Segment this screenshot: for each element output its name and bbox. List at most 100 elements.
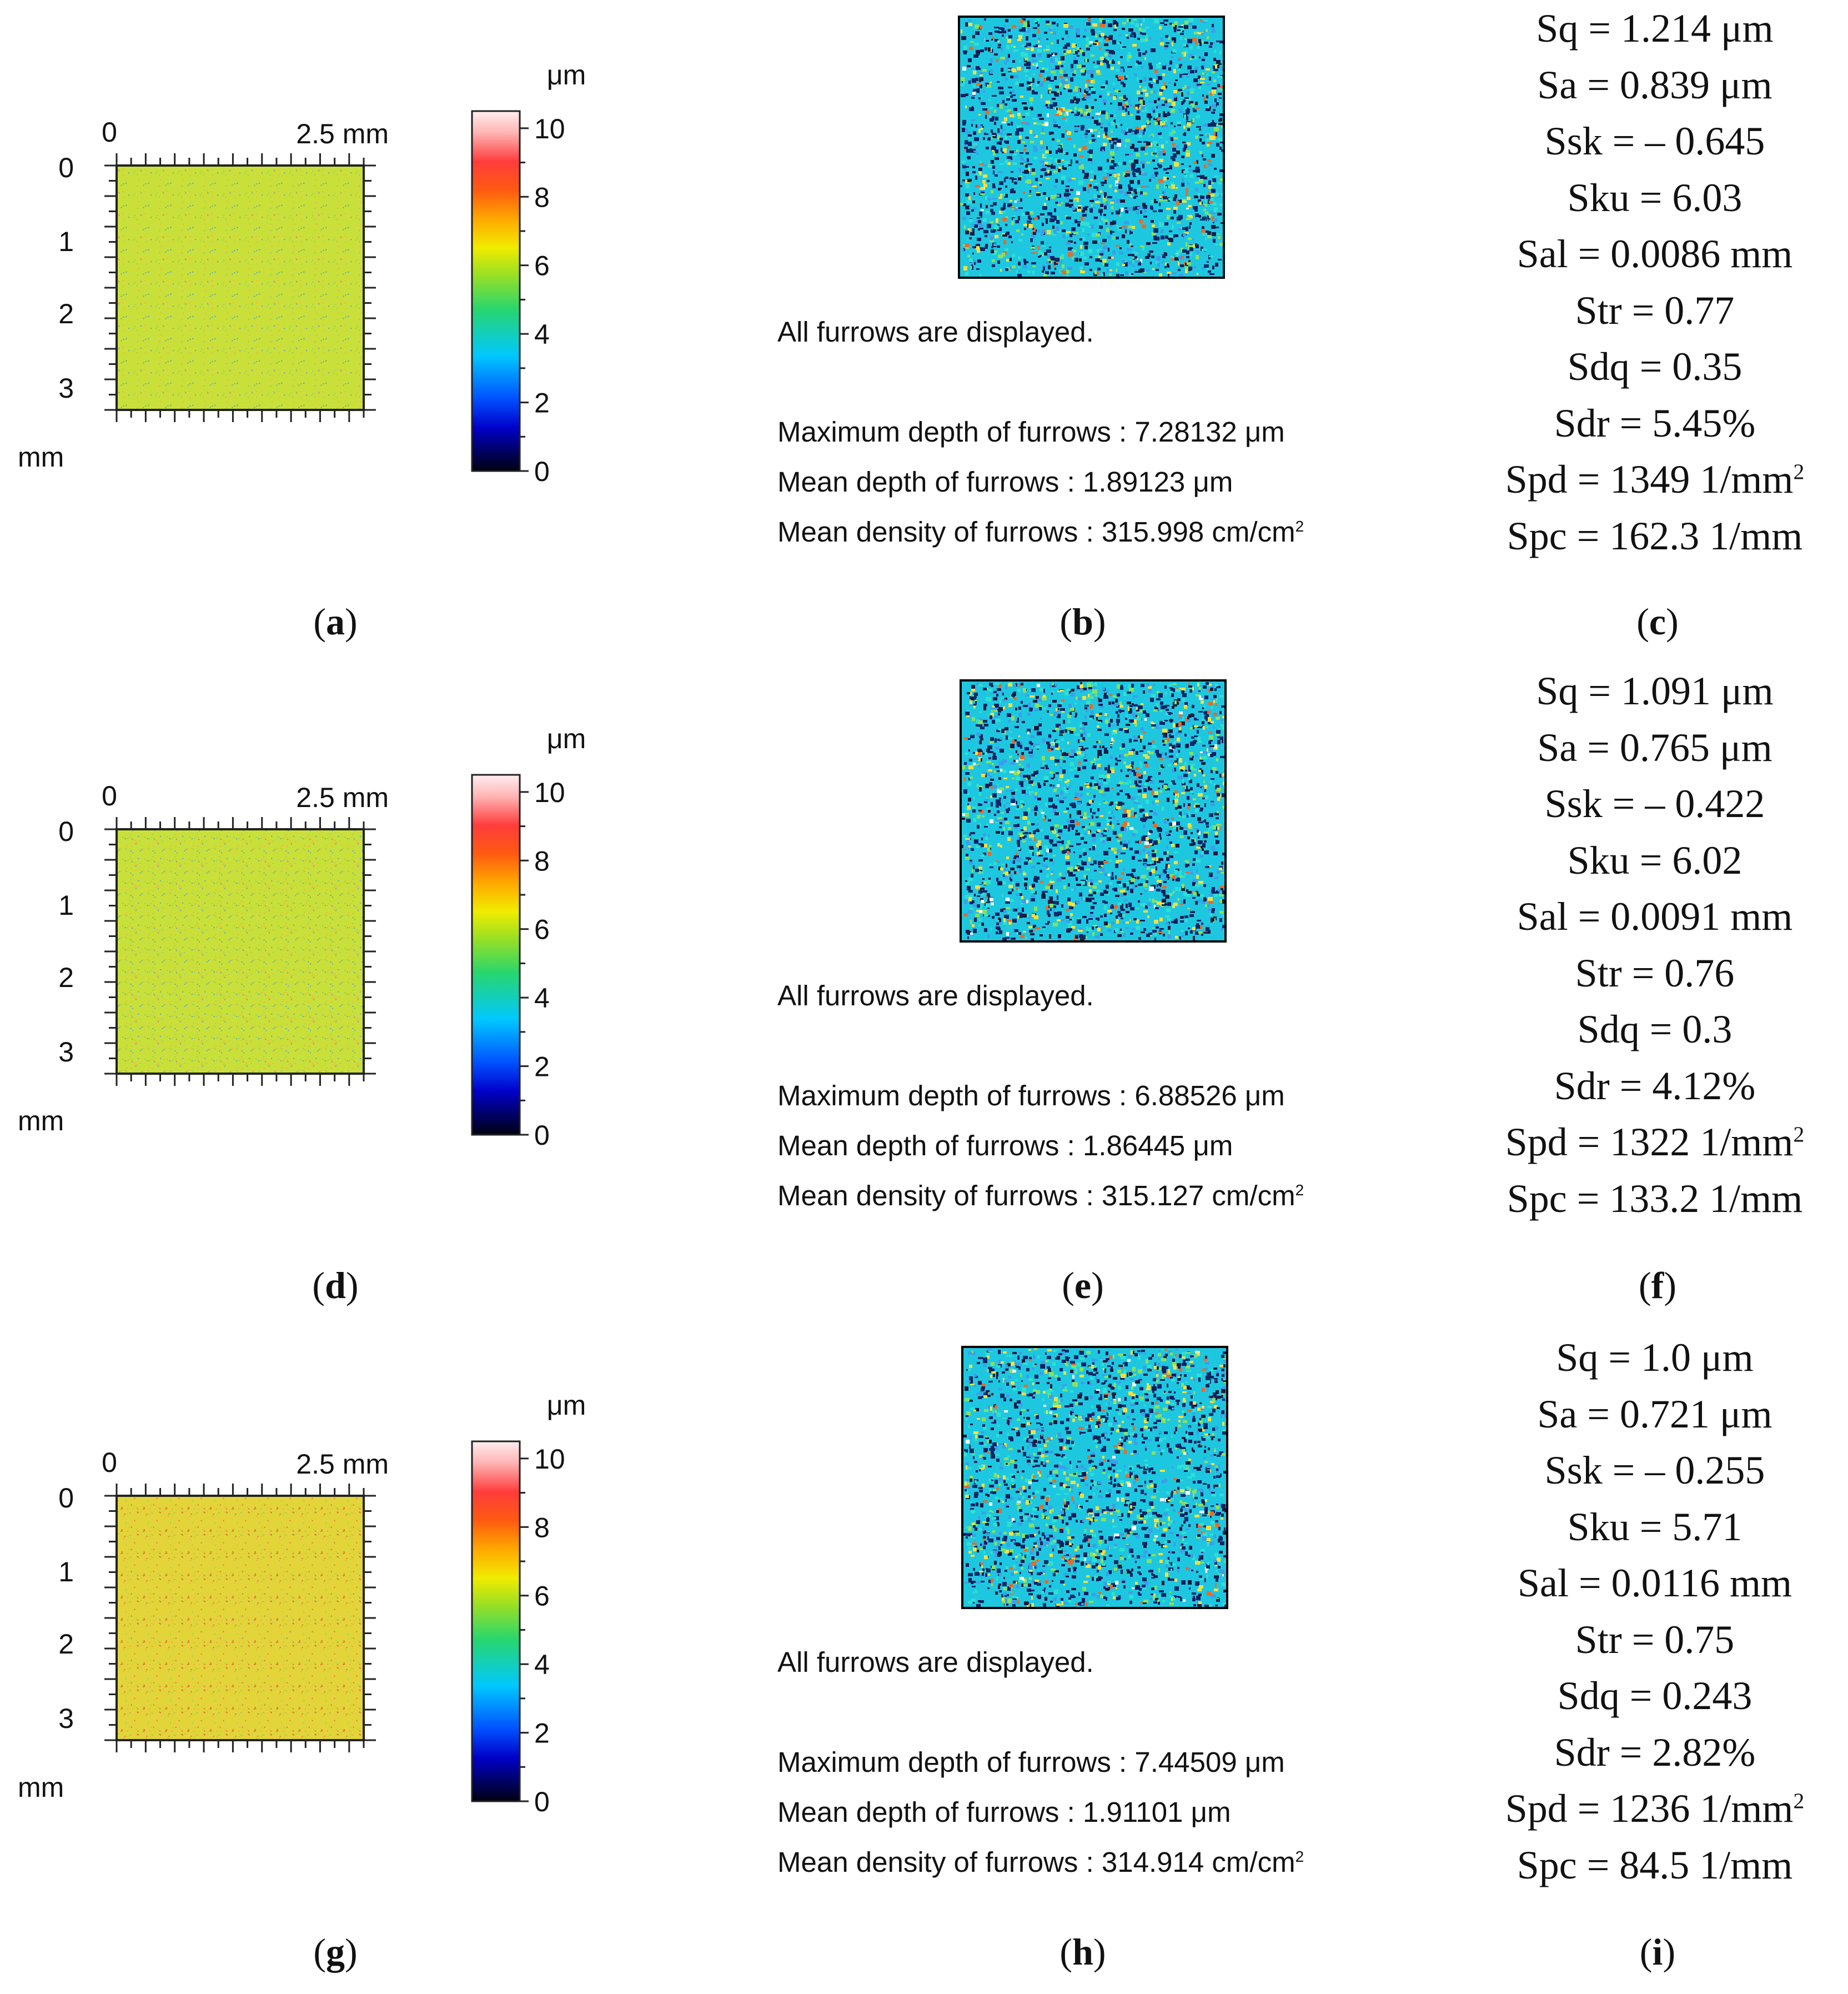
- panel-label-parameters: (f): [1639, 1264, 1676, 1307]
- y-axis-tick-label: 1: [58, 890, 74, 921]
- x-axis-start-label: 0: [102, 117, 117, 148]
- parameter-spd: Spd = 1236 1/mm2: [1466, 1786, 1844, 1832]
- surface-parameter: Sdr = 2.82%: [1466, 1730, 1844, 1776]
- mean-density-furrows-text: Mean density of furrows : 314.914 cm/cm: [777, 1846, 1295, 1878]
- y-axis-tick-label: 3: [58, 373, 74, 404]
- colorbar-tick-label: 10: [534, 777, 565, 808]
- panel-label-map-letter: a: [326, 600, 345, 643]
- y-axis-tick-label: 1: [58, 1556, 74, 1587]
- surface-parameter: Sal = 0.0116 mm: [1466, 1560, 1844, 1606]
- colorbar-tick-label: 6: [534, 914, 550, 945]
- max-depth-furrows: Maximum depth of furrows : 7.44509 μm: [777, 1746, 1285, 1778]
- x-axis-end-label: 2.5 mm: [296, 118, 389, 149]
- panel-label-map-letter: d: [325, 1264, 346, 1306]
- panel-label-parameters-letter: c: [1649, 600, 1666, 643]
- panel-label-map-letter: g: [326, 1931, 345, 1973]
- furrow-map-image: [961, 1346, 1228, 1609]
- colorbar-tick-label: 4: [534, 319, 550, 350]
- panel-label-furrows-letter: h: [1072, 1931, 1093, 1973]
- colorbar-unit-label: μm: [547, 723, 586, 754]
- mean-density-furrows: Mean density of furrows : 315.127 cm/cm2: [777, 1179, 1304, 1212]
- density-exponent: 2: [1295, 1848, 1304, 1865]
- colorbar-tick-label: 8: [534, 845, 550, 876]
- surface-parameter: Ssk = – 0.645: [1466, 118, 1844, 164]
- surface-parameter: Str = 0.75: [1466, 1617, 1844, 1663]
- mean-depth-furrows: Mean depth of furrows : 1.86445 μm: [777, 1129, 1233, 1162]
- height-map-image: [117, 1496, 364, 1740]
- y-axis-unit-label: mm: [18, 1105, 64, 1136]
- surface-parameter: Ssk = – 0.422: [1466, 781, 1844, 827]
- surface-parameter: Sq = 1.091 μm: [1466, 668, 1844, 714]
- y-axis-tick-label: 3: [58, 1036, 74, 1068]
- panel-label-furrows: (h): [1059, 1930, 1106, 1974]
- x-axis-start-label: 0: [102, 1447, 117, 1478]
- surface-parameter: Sdr = 4.12%: [1466, 1063, 1844, 1109]
- y-axis-unit-label: mm: [18, 442, 64, 473]
- parameter-spc: Spc = 162.3 1/mm: [1466, 513, 1844, 559]
- surface-parameter: Sku = 6.02: [1466, 838, 1844, 884]
- panel-label-furrows-letter: b: [1072, 600, 1093, 643]
- panel-label-furrows: (e): [1062, 1264, 1104, 1307]
- y-axis-tick-label: 1: [58, 226, 74, 257]
- y-axis-tick-label: 2: [58, 962, 74, 993]
- parameter-spc: Spc = 84.5 1/mm: [1466, 1842, 1844, 1888]
- colorbar-tick-label: 6: [534, 250, 550, 282]
- panel-label-parameters: (c): [1636, 600, 1679, 644]
- surface-parameter: Sku = 5.71: [1466, 1504, 1844, 1550]
- y-axis-tick-label: 0: [58, 152, 74, 183]
- max-depth-furrows: Maximum depth of furrows : 7.28132 μm: [777, 415, 1285, 448]
- furrow-title: All furrows are displayed.: [777, 315, 1094, 348]
- mean-density-furrows-text: Mean density of furrows : 315.998 cm/cm: [777, 516, 1295, 548]
- surface-parameter: Sa = 0.765 μm: [1466, 725, 1844, 771]
- colorbar-tick-label: 10: [534, 113, 565, 144]
- colorbar-tick-label: 8: [534, 1512, 550, 1543]
- furrow-texture: [962, 682, 1224, 940]
- surface-parameter: Str = 0.77: [1466, 288, 1844, 334]
- panel-label-parameters-letter: f: [1651, 1264, 1664, 1306]
- y-axis-tick-label: 0: [58, 1482, 74, 1514]
- panel-label-furrows: (b): [1059, 600, 1106, 644]
- surface-parameter: Sal = 0.0086 mm: [1466, 231, 1844, 277]
- panel-label-parameters: (i): [1640, 1930, 1675, 1974]
- surface-parameter: Sq = 1.214 μm: [1466, 6, 1844, 52]
- x-axis-start-label: 0: [102, 780, 117, 811]
- x-axis-end-label: 2.5 mm: [296, 1449, 389, 1480]
- height-map-image: [117, 166, 364, 410]
- y-axis-tick-label: 2: [58, 1629, 74, 1660]
- mean-depth-furrows-text: Mean depth of furrows : 1.91101 μm: [777, 1796, 1231, 1828]
- colorbar-tick-label: 0: [534, 456, 550, 487]
- surface-parameter: Sdr = 5.45%: [1466, 400, 1844, 447]
- max-depth-furrows: Maximum depth of furrows : 6.88526 μm: [777, 1079, 1285, 1112]
- colorbar-tick-label: 0: [534, 1786, 550, 1817]
- surface-parameter: Sa = 0.721 μm: [1466, 1391, 1844, 1437]
- x-axis-end-label: 2.5 mm: [296, 782, 389, 813]
- parameter-spc: Spc = 133.2 1/mm: [1466, 1176, 1844, 1222]
- y-axis-unit-label: mm: [18, 1772, 64, 1803]
- mean-depth-furrows-text: Mean depth of furrows : 1.86445 μm: [777, 1130, 1233, 1161]
- mean-density-furrows: Mean density of furrows : 315.998 cm/cm2: [777, 515, 1304, 548]
- colorbar-tick-label: 2: [534, 1718, 550, 1749]
- panel-label-map: (g): [313, 1930, 357, 1974]
- surface-parameter: Sdq = 0.35: [1466, 344, 1844, 390]
- parameter-spd-exponent: 2: [1793, 1122, 1804, 1146]
- furrow-texture: [960, 18, 1223, 277]
- parameter-spd-text: Spd = 1236 1/mm: [1505, 1786, 1794, 1831]
- density-exponent: 2: [1295, 518, 1304, 535]
- max-depth-furrows-text: Maximum depth of furrows : 7.44509 μm: [777, 1746, 1285, 1778]
- surface-parameter: Sku = 6.03: [1466, 175, 1844, 221]
- parameter-spd-text: Spd = 1322 1/mm: [1505, 1120, 1794, 1164]
- density-exponent: 2: [1295, 1181, 1304, 1199]
- colorbar-tick-label: 0: [534, 1120, 550, 1151]
- height-map-image: [117, 829, 364, 1074]
- colorbar-unit-label: μm: [547, 59, 586, 91]
- surface-parameter: Ssk = – 0.255: [1466, 1447, 1844, 1494]
- colorbar-unit-label: μm: [547, 1390, 586, 1421]
- furrow-title-text: All furrows are displayed.: [777, 316, 1094, 348]
- surface-parameter: Sal = 0.0091 mm: [1466, 894, 1844, 940]
